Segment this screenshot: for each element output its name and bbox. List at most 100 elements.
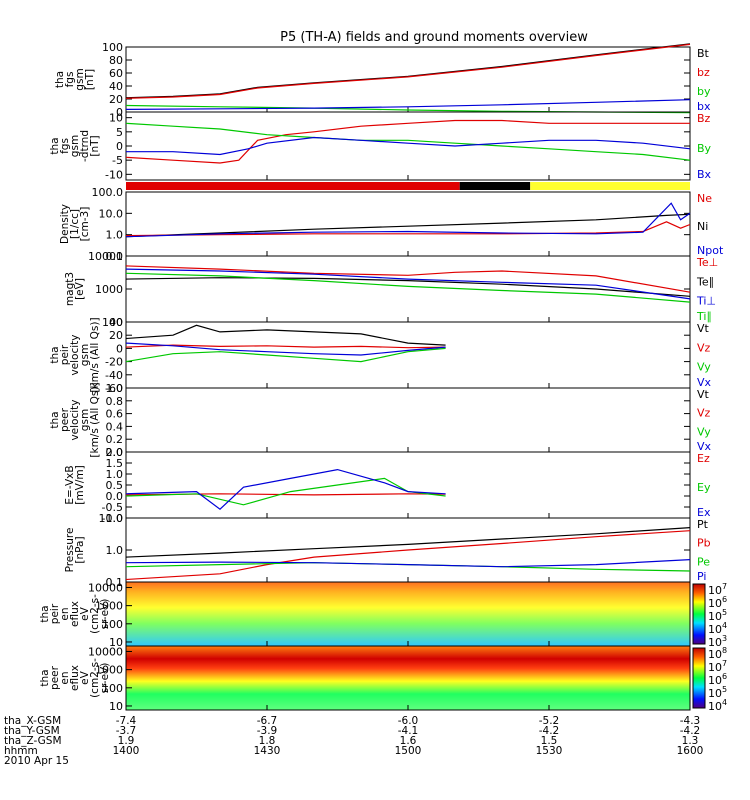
legend-entry-Ey: Ey	[697, 481, 711, 494]
peir-velocity-ylabel-line: tha	[49, 346, 61, 363]
footer-label-tha_X-GSM: tha_X-GSM	[4, 715, 61, 727]
y-tick-label: -20	[105, 356, 123, 369]
footer-value: -6.7	[257, 715, 278, 727]
panel-density: 100.0 10.0 1.0 0.1 Ne Ni Npot	[92, 186, 724, 263]
legend-entry-Vx: Vx	[697, 440, 712, 453]
colorbar	[692, 647, 706, 709]
panel-frame	[125, 191, 691, 257]
y-tick-label: 10000	[88, 581, 123, 594]
y-tick-label: 0.5	[106, 479, 124, 492]
y-tick-label: 0.1	[106, 576, 124, 589]
peir-velocity-ylabel-line: gsm	[79, 344, 91, 366]
footer-value: -4.2	[680, 725, 701, 737]
footer-value: -5.2	[539, 715, 560, 727]
y-tick-label: -60	[105, 382, 123, 395]
quality-bar	[126, 182, 690, 190]
legend-entry-Vy: Vy	[697, 425, 711, 438]
colorbar-label: 10	[708, 661, 722, 674]
y-tick-label: 100	[102, 682, 123, 695]
series-line-red	[125, 43, 691, 99]
colorbar-exponent: 3	[722, 634, 727, 643]
footer-value: 1.6	[400, 735, 417, 747]
footer-value: -4.3	[680, 715, 701, 727]
series-line-black	[125, 43, 691, 99]
y-tick-label: 1.0	[106, 382, 124, 395]
legend-entry-Vz: Vz	[697, 341, 711, 354]
y-tick-label: 1.0	[106, 544, 124, 557]
y-tick-label: 10000	[88, 250, 123, 263]
fgs-detrend-ylabel-line: [nT]	[89, 135, 101, 156]
footer-value: 1430	[254, 745, 281, 757]
peer-eflux-ylabel-line: eV	[79, 670, 91, 684]
series-line-black	[125, 527, 691, 558]
legend-entry-Ti∥: Ti∥	[696, 310, 712, 323]
footer-label-hhmm: hhmm	[4, 745, 38, 757]
plot-panels: 100806040200Btbzbybxthafgsgsm[nT]1050-5-…	[39, 41, 727, 713]
y-tick-label: -10	[105, 168, 123, 181]
panel-frame	[125, 387, 691, 453]
y-tick-label: 10	[109, 112, 123, 125]
legend-entry-Bx: Bx	[697, 168, 712, 181]
y-tick-label: 1000	[95, 283, 123, 296]
fgs-mag-ylabel-line: gsm	[74, 68, 86, 90]
colorbar-exponent: 7	[722, 582, 727, 591]
y-tick-label: 0	[116, 106, 123, 119]
y-tick-label: 20	[109, 329, 123, 342]
footer-date: 2010 Apr 15	[4, 755, 69, 767]
legend-entry-Vt: Vt	[697, 388, 710, 401]
temperature-ylabel-line: [eV]	[74, 278, 86, 300]
y-tick-label: 40	[109, 316, 123, 329]
y-tick-label: 2.0	[106, 446, 124, 459]
series-line-black	[125, 324, 446, 346]
series-line-black	[125, 213, 691, 238]
colorbar-label: 10	[708, 636, 722, 649]
y-tick-label: 10.0	[99, 512, 124, 525]
peir-velocity-ylabel-line: velocity	[69, 334, 81, 375]
ephemeris-footer: tha_X-GSM -7.4 -6.7 -6.0 -5.2 -4.3 tha_Y-GSM -3…	[4, 715, 703, 767]
y-tick-label: 40	[109, 80, 123, 93]
y-tick-label: 1.0	[106, 468, 124, 481]
fgs-mag-ylabel-line: tha	[54, 71, 66, 88]
quality-bar-segment-red	[126, 182, 460, 190]
y-tick-label: 0.4	[106, 420, 124, 433]
y-tick-label: 100	[102, 41, 123, 54]
footer-value: 1.8	[259, 735, 276, 747]
y-tick-label: 0.6	[106, 408, 124, 421]
series-line-red	[125, 119, 690, 164]
series-line-blue	[125, 342, 446, 356]
peir-velocity-ylabel-line: [km/s (All Qs)]	[89, 317, 101, 392]
footer-value: -4.2	[539, 725, 560, 737]
series-line-blue	[126, 136, 691, 156]
peer-velocity-ylabel-line: tha	[49, 411, 61, 428]
series-line-green	[125, 347, 446, 363]
series-line-blue	[125, 468, 446, 510]
footer-label-tha_Z-GSM: tha_Z-GSM	[4, 735, 62, 747]
y-tick-label: 100	[102, 316, 123, 329]
legend-entry-Ex: Ex	[697, 506, 711, 519]
colorbar-label: 10	[708, 687, 722, 700]
legend-entry-Bz: Bz	[697, 112, 711, 125]
legend-entry-By: By	[697, 142, 712, 155]
y-tick-label: 0.0	[106, 490, 124, 503]
colorbar-exponent: 6	[722, 595, 727, 604]
y-tick-label: 0.2	[106, 433, 124, 446]
peir-eflux-ylabel-line: sr-eV)	[99, 599, 111, 630]
y-tick-label: 10	[109, 636, 123, 649]
footer-value: 1.5	[541, 735, 558, 747]
spectrogram-fill	[126, 582, 690, 646]
peir-eflux-ylabel-line: peir	[49, 603, 61, 624]
legend-entry-Ne: Ne	[697, 192, 712, 205]
legend-entry-Bt: Bt	[697, 47, 710, 60]
colorbar-exponent: 5	[722, 685, 727, 694]
footer-value: 1400	[113, 745, 140, 757]
peer-velocity-ylabel-line: peer	[59, 407, 71, 432]
pressure-ylabel-line: [nPa]	[74, 536, 86, 563]
colorbar-label: 10	[708, 674, 722, 687]
peer-eflux-ylabel-line: (cm2-s-	[89, 658, 101, 698]
legend-entry-Ez: Ez	[697, 452, 710, 465]
series-line-green	[125, 272, 691, 303]
y-tick-label: 60	[109, 67, 123, 80]
y-tick-label: 0.1	[106, 250, 124, 263]
